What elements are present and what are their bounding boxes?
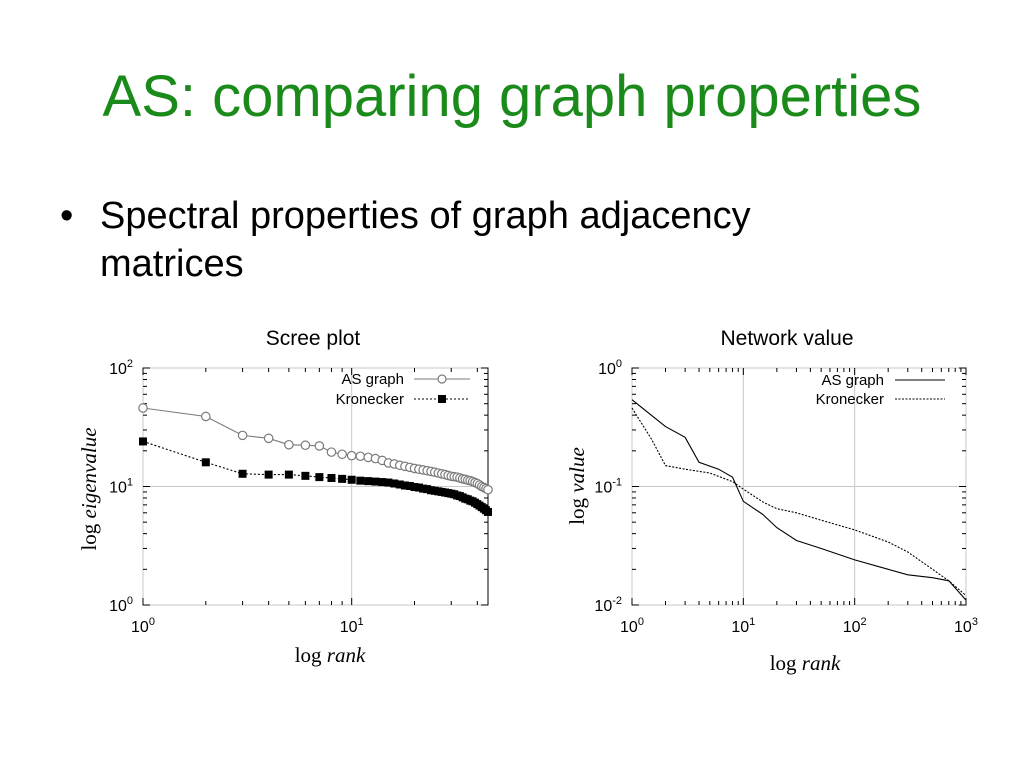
data-point-kronecker xyxy=(347,475,356,484)
bullet-item: • Spectral properties of graph adjacency… xyxy=(60,192,960,288)
legend-label-as-graph: AS graph xyxy=(341,371,404,388)
data-point-as-graph xyxy=(355,451,366,462)
data-point-as-graph xyxy=(237,430,248,441)
data-point-as-graph xyxy=(284,439,294,450)
scree-plot-tick-labels: 100 101 100 101 102 xyxy=(109,358,364,636)
data-point-as-graph xyxy=(201,411,211,422)
scree-plot-grid xyxy=(142,367,488,606)
data-point-kronecker xyxy=(238,469,247,478)
data-point-kronecker xyxy=(484,507,492,516)
data-point-as-graph xyxy=(263,433,274,444)
data-point-kronecker xyxy=(378,478,387,487)
data-point-kronecker xyxy=(139,437,147,446)
data-point-kronecker xyxy=(395,480,404,489)
scree-plot-legend: AS graph Kronecker xyxy=(336,371,470,408)
data-point-kronecker xyxy=(301,471,310,480)
data-point-kronecker xyxy=(338,474,347,483)
data-point-as-graph xyxy=(138,403,148,413)
data-point-kronecker xyxy=(264,470,273,479)
x-tick-label: 100 xyxy=(131,616,155,636)
data-point-kronecker xyxy=(201,458,210,467)
data-point-kronecker xyxy=(419,484,428,493)
data-point-kronecker xyxy=(356,476,365,485)
data-point-kronecker xyxy=(284,470,293,479)
data-point-kronecker xyxy=(364,477,373,486)
data-point-as-graph xyxy=(326,447,337,457)
x-tick-label: 101 xyxy=(340,616,364,636)
bullet-text: Spectral properties of graph adjacency m… xyxy=(100,195,751,285)
data-point-as-graph xyxy=(314,441,325,451)
legend-label-kronecker: Kronecker xyxy=(336,391,404,408)
scree-plot-series xyxy=(138,403,493,516)
data-point-kronecker xyxy=(390,479,399,488)
data-point-kronecker xyxy=(410,483,419,492)
y-tick-label: 100 xyxy=(109,595,133,615)
data-point-as-graph xyxy=(346,450,357,461)
scree-plot-y-axis-label: log eigenvalue xyxy=(77,427,101,550)
bullet-marker: • xyxy=(60,195,74,237)
data-point-as-graph xyxy=(300,440,311,451)
slide-title: AS: comparing graph properties xyxy=(102,64,922,129)
scree-plot-x-axis-label: log rank xyxy=(295,643,366,667)
scree-plot-title: Scree plot xyxy=(266,327,361,350)
data-point-as-graph xyxy=(483,484,493,495)
data-point-kronecker xyxy=(384,478,393,487)
data-point-kronecker xyxy=(371,477,380,486)
data-point-kronecker xyxy=(315,473,324,482)
data-point-kronecker xyxy=(405,481,414,490)
data-point-as-graph xyxy=(337,449,347,460)
data-point-kronecker xyxy=(327,473,336,482)
data-point-kronecker xyxy=(400,481,409,490)
y-tick-label: 102 xyxy=(109,358,133,378)
y-tick-label: 101 xyxy=(109,477,133,497)
legend-marker-kronecker xyxy=(438,395,446,403)
data-point-kronecker xyxy=(414,483,423,492)
legend-marker-as-graph xyxy=(437,374,447,384)
